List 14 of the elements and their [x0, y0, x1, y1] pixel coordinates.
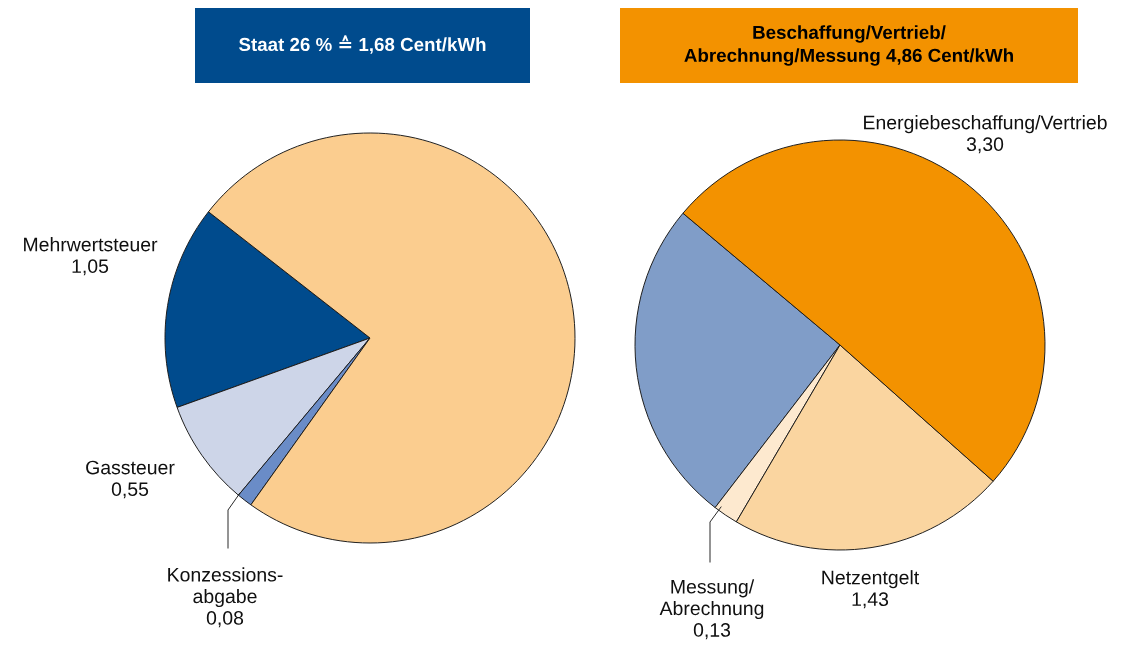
data-label: 1,05 — [72, 259, 109, 276]
slice-label: Netzentgelt — [822, 570, 920, 589]
data-label: 1,43 — [852, 592, 889, 609]
slice-label: Gassteuer — [86, 460, 175, 475]
chart-title: Beschaffung/Vertrieb/ Abrechnung/Messung 4,86 Cent/kWh — [684, 25, 1013, 66]
data-label: 0,55 — [111, 482, 149, 499]
data-label: 0,08 — [206, 611, 244, 628]
chart-title: Staat 26 % ≙ 1,68 Cent/kWh — [239, 35, 486, 54]
slice-label: Messung/ Abrechnung — [659, 579, 764, 620]
data-label: 3,30 — [966, 137, 1004, 154]
data-label: 0,13 — [693, 623, 731, 640]
slice-label: Mehrwertsteuer — [24, 237, 158, 252]
slice-label: Energiebeschaffung/Vertrieb — [864, 115, 1107, 134]
slice-label: Konzessions- abgabe — [168, 567, 283, 608]
